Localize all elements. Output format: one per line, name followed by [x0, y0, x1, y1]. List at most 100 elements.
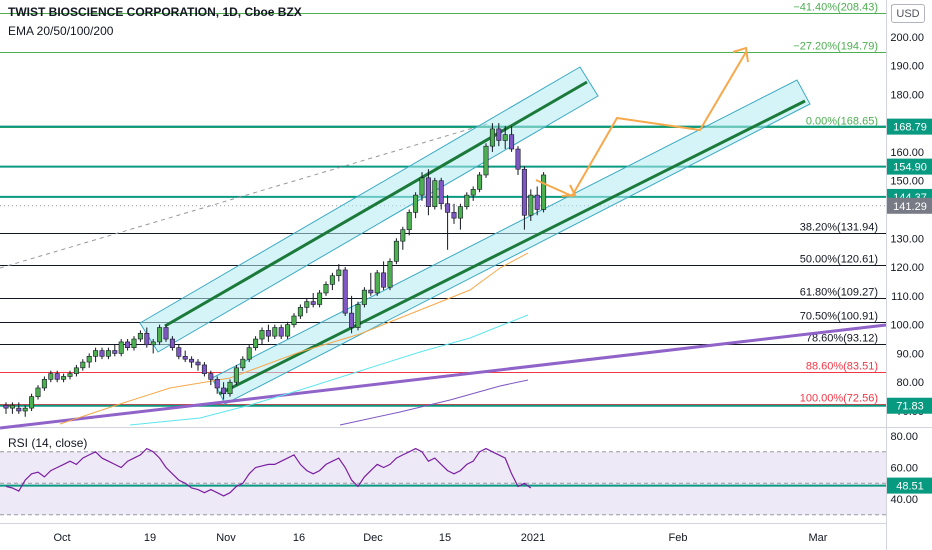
candle-body: [317, 292, 323, 305]
candle: [438, 177, 444, 210]
candle: [509, 126, 515, 152]
currency-button[interactable]: USD: [891, 4, 925, 23]
candle-body: [368, 289, 374, 294]
candle-body: [432, 180, 438, 207]
time-tick-label: Oct: [53, 532, 70, 544]
candles: [3, 123, 547, 417]
candle: [73, 364, 79, 377]
candle-body: [253, 338, 259, 348]
candle-body: [41, 379, 47, 389]
candle-body: [67, 373, 73, 377]
fib-label: 88.60%(83.51): [806, 361, 878, 373]
candle-body: [509, 134, 515, 150]
candle: [41, 376, 47, 391]
candle-body: [477, 174, 483, 190]
candle: [355, 301, 361, 331]
candle: [323, 281, 329, 296]
candle-body: [457, 206, 463, 219]
fib-label: 38.20%(131.94): [800, 222, 878, 234]
candle: [483, 143, 489, 178]
candle: [502, 126, 508, 150]
time-tick-label: 2021: [521, 532, 545, 544]
candle: [374, 269, 380, 296]
candle: [131, 336, 137, 351]
indicator-label[interactable]: EMA 20/50/100/200: [8, 24, 114, 38]
candle-body: [157, 327, 163, 343]
candle: [93, 347, 99, 363]
candle-body: [131, 338, 137, 348]
candle-body: [118, 341, 124, 354]
fib-label: 78.60%(93.12): [806, 333, 878, 345]
lower-channel-midline: [218, 99, 806, 396]
candle: [227, 379, 233, 397]
candle: [208, 370, 214, 386]
candle-body: [169, 338, 175, 348]
candle-body: [470, 189, 476, 196]
rsi-value-tag: [887, 477, 932, 494]
candle-body: [272, 327, 278, 337]
fib-label: 70.50%(100.91): [800, 311, 878, 323]
candle-body: [150, 341, 156, 346]
candle-body: [29, 396, 35, 409]
candle-body: [3, 404, 9, 409]
candle-body: [9, 404, 15, 409]
candle-body: [541, 174, 547, 210]
candle-body: [99, 350, 105, 357]
price-tag-label: 141.29: [893, 201, 927, 213]
candle: [457, 203, 463, 230]
rsi-line: [5, 447, 532, 497]
candle-body: [310, 301, 316, 305]
candle: [86, 353, 92, 368]
candle: [157, 324, 163, 345]
candle: [246, 344, 252, 363]
candle: [278, 324, 284, 340]
candle: [259, 327, 265, 345]
price-tick-label: 110.00: [891, 291, 924, 303]
candle: [419, 172, 425, 201]
fib-label: −27.20%(194.79): [793, 41, 878, 53]
candle-body: [195, 361, 201, 366]
price-tag: [887, 397, 932, 414]
price-tick-label: 90.00: [896, 348, 924, 360]
candle-body: [496, 128, 502, 141]
candle: [214, 376, 220, 394]
ema-lines: [59, 252, 529, 426]
candle-body: [419, 177, 425, 196]
candle-body: [48, 373, 54, 380]
candle: [9, 402, 15, 414]
price-tick-label: 80.00: [896, 377, 924, 389]
candle: [451, 203, 457, 224]
candle-body: [221, 387, 227, 395]
candle-body: [336, 269, 342, 277]
rsi-tick-label: 80.00: [890, 431, 918, 443]
candle-body: [349, 312, 355, 328]
candle: [285, 321, 291, 340]
candle: [221, 382, 227, 400]
rsi-value-label: 48.51: [896, 481, 924, 493]
candle-body: [144, 332, 150, 346]
fib-label: 61.80%(109.27): [800, 287, 878, 299]
candle: [112, 344, 118, 357]
candle: [496, 123, 502, 147]
candle: [61, 373, 67, 383]
candle: [310, 292, 316, 308]
candle-body: [22, 407, 28, 412]
candle: [22, 405, 28, 417]
candle-body: [464, 194, 470, 207]
candle: [406, 209, 412, 236]
candle: [125, 339, 131, 351]
candle: [515, 146, 521, 175]
candle: [201, 362, 207, 377]
candle-body: [400, 229, 406, 242]
rsi-label[interactable]: RSI (14, close): [8, 436, 88, 450]
time-tick-label: Dec: [363, 532, 383, 544]
price-tick-label: 100.00: [890, 320, 924, 332]
candle-body: [291, 315, 297, 325]
candle: [521, 166, 527, 230]
candle-body: [227, 381, 233, 395]
candle-body: [201, 364, 207, 374]
chart-title: TWIST BIOSCIENCE CORPORATION, 1D, Cboe B…: [8, 5, 302, 19]
price-tick-label: 180.00: [890, 89, 924, 101]
